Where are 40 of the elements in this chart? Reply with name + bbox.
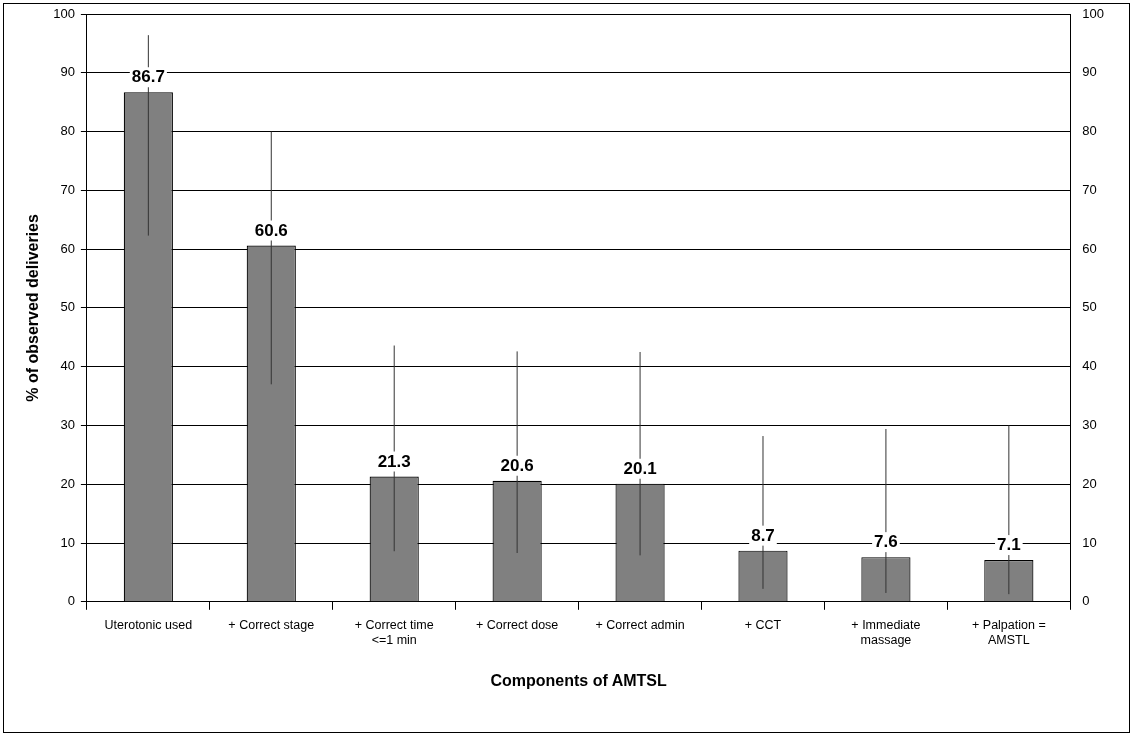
- y2-tick-label: 60: [1082, 240, 1097, 256]
- y-tick-label: 50: [60, 299, 75, 315]
- data-label: 20.6: [500, 455, 534, 475]
- data-label: 20.1: [623, 458, 657, 478]
- y2-tick-label: 40: [1082, 358, 1097, 374]
- y-tick-label: 60: [60, 240, 75, 256]
- y2-tick-label: 80: [1082, 123, 1097, 139]
- y2-tick-label: 10: [1082, 534, 1097, 550]
- x-tick-label: + CCT: [744, 617, 782, 632]
- x-tick-label: + Correct admin: [595, 617, 685, 632]
- y2-tick-label: 50: [1082, 299, 1097, 315]
- y-tick-label: 10: [60, 534, 75, 550]
- y2-tick-label: 100: [1082, 5, 1105, 21]
- x-tick-label: + Correct dose: [475, 617, 559, 632]
- y-tick-label: 90: [60, 64, 75, 80]
- data-label: 8.7: [751, 525, 775, 545]
- y2-tick-label: 70: [1082, 181, 1097, 197]
- y2-tick-label: 30: [1082, 417, 1097, 433]
- data-label: 21.3: [377, 451, 411, 471]
- data-label: 86.7: [131, 67, 165, 87]
- y-tick-label: 70: [60, 181, 75, 197]
- x-tick-label: + Correct time <=1 min: [354, 617, 434, 647]
- data-label: 60.6: [254, 220, 288, 240]
- y-tick-label: 100: [53, 5, 75, 21]
- y2-tick-label: 90: [1082, 64, 1097, 80]
- x-tick-label: + Palpation = AMSTL: [972, 617, 1046, 647]
- data-label: 7.6: [874, 532, 898, 552]
- x-tick-label: + Correct stage: [228, 617, 315, 632]
- x-tick-label: Uterotonic used: [104, 617, 193, 632]
- y2-tick-label: 20: [1082, 475, 1097, 491]
- x-tick-label: + Immediate massage: [851, 617, 921, 647]
- y-tick-label: 0: [67, 593, 75, 609]
- y2-tick-label: 0: [1082, 593, 1090, 609]
- y-tick-label: 30: [60, 417, 75, 433]
- data-label: 7.1: [997, 535, 1021, 555]
- y-tick-label: 20: [60, 475, 75, 491]
- y-tick-label: 40: [60, 358, 75, 374]
- y-axis-title: % of observed deliveries: [24, 213, 42, 402]
- x-axis-title: Components of AMTSL: [490, 671, 667, 689]
- y-tick-label: 80: [60, 123, 75, 139]
